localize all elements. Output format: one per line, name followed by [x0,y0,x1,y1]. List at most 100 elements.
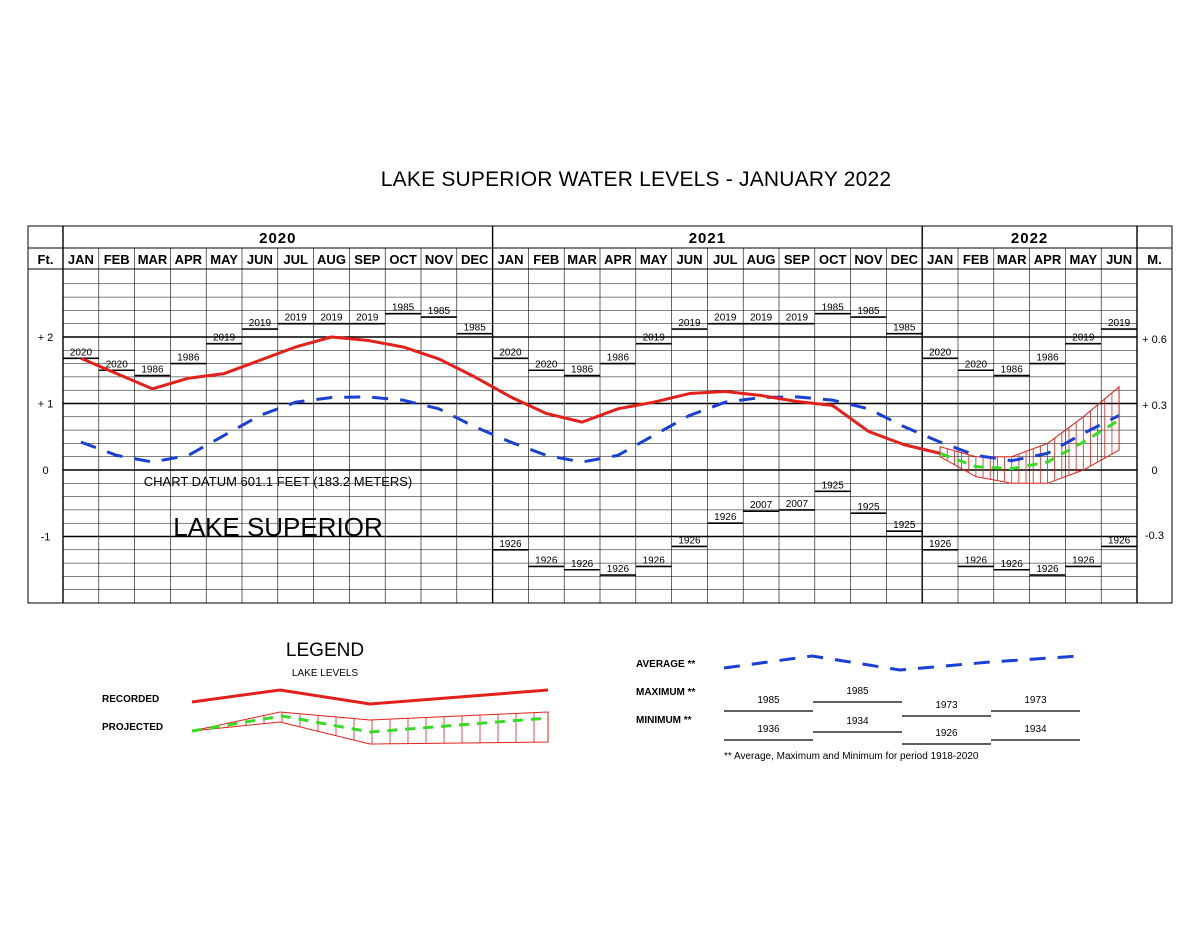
month-header: MAY [1069,252,1097,267]
record-minimum-year-label: 1926 [643,555,666,566]
record-minimum-year-label: 1926 [607,564,630,575]
year-header: 2021 [689,230,726,247]
month-header: JUN [676,252,702,267]
year-header: 2020 [259,230,296,247]
month-header: AUG [747,252,776,267]
record-maximum-year-label: 2019 [786,313,809,324]
legend-recorded-label: RECORDED [102,694,159,705]
record-maximum-year-label: 1986 [571,365,594,376]
series-average-line [80,395,1120,464]
record-maximum-year-label: 1985 [893,323,916,334]
month-header: OCT [819,252,847,267]
record-maximum-year-label: 2020 [70,347,93,358]
chart-annotations: CHART DATUM 601.1 FEET (183.2 METERS) LA… [144,474,413,542]
right-unit-label: M. [1147,252,1161,267]
legend-average-line [723,654,1081,672]
left-axis-tick: + 1 [38,399,54,411]
month-header: MAR [138,252,168,267]
year-header: 2022 [1011,230,1048,247]
legend-maximum-label: MAXIMUM ** [636,687,696,698]
month-header: JAN [68,252,94,267]
month-header: JUN [247,252,273,267]
legend-minimum-year: 1934 [1024,724,1047,735]
record-minimum-year-label: 1925 [822,480,845,491]
legend-maximum-year: 1985 [757,695,780,706]
right-axis-tick: + 0.6 [1142,334,1167,346]
legend-minimum-year: 1936 [757,724,780,735]
record-minimum-year-label: 1926 [1072,555,1095,566]
month-header: JUL [713,252,738,267]
month-header: JAN [497,252,523,267]
record-maximum-year-label: 2019 [1072,333,1095,344]
legend-recorded-line [191,688,549,706]
record-maximum-year-label: 1985 [857,306,880,317]
series-projected-line [939,418,1120,471]
legend-footnote: ** Average, Maximum and Minimum for peri… [724,751,979,762]
month-header: FEB [963,252,989,267]
month-header: OCT [389,252,417,267]
record-maximum-year-label: 2019 [285,313,308,324]
month-header: SEP [354,252,380,267]
month-header: SEP [784,252,810,267]
record-maximum-year-label: 1985 [822,303,845,314]
record-minimum-year-label: 1926 [499,539,522,550]
record-minimum-year-label: 1925 [893,520,916,531]
record-maximum-year-label: 2019 [643,333,666,344]
record-maximum-year-label: 2019 [249,318,272,329]
record-maximum-year-label: 2019 [714,313,737,324]
record-maximum-year-label: 1986 [1001,365,1024,376]
record-maximum-year-label: 2019 [750,313,773,324]
record-maximum-year-label: 2019 [678,318,701,329]
lake-name-label: LAKE SUPERIOR [173,512,383,542]
legend-projected-line [191,714,549,734]
month-header: FEB [104,252,130,267]
record-maximum-year-label: 2020 [499,347,522,358]
record-minimum-year-label: 2007 [750,500,773,511]
legend-projected-label: PROJECTED [102,722,163,733]
left-unit-label: Ft. [38,252,54,267]
month-header: JUN [1106,252,1132,267]
record-maximum-year-label: 1986 [177,353,200,364]
month-header: APR [1034,252,1062,267]
month-header: NOV [425,252,454,267]
record-minimum-year-label: 1926 [535,555,558,566]
chart-datum-label: CHART DATUM 601.1 FEET (183.2 METERS) [144,474,413,489]
month-header: AUG [317,252,346,267]
projection-band [939,385,1120,484]
record-maximum-year-label: 1986 [1036,353,1059,364]
record-extremes: 2020 2020 1986 1986 2019 2019 2019 2019 2019 1985… [63,303,1137,576]
record-maximum-year-label: 2020 [929,347,952,358]
record-minimum-year-label: 1925 [857,502,880,513]
left-axis-tick: -1 [41,532,51,544]
legend-minimum-year: 1934 [846,716,869,727]
legend-extremes-table: 1985 1936 1985 1934 1973 1926 1973 1934 [724,686,1080,745]
record-minimum-year-label: 1926 [678,535,701,546]
legend: LEGEND LAKE LEVELS RECORDED PROJECTED AV… [102,640,1081,762]
month-header: FEB [533,252,559,267]
series-recorded-line [80,335,941,455]
legend-maximum-year: 1973 [935,700,958,711]
legend-average-label: AVERAGE ** [636,659,695,670]
record-maximum-year-label: 2020 [106,359,129,370]
legend-title: LEGEND [286,640,364,661]
month-header: MAR [567,252,597,267]
record-minimum-year-label: 1926 [1001,559,1024,570]
record-maximum-year-label: 2019 [356,313,379,324]
record-maximum-year-label: 1986 [141,365,164,376]
record-minimum-year-label: 2007 [786,499,809,510]
legend-subtitle: LAKE LEVELS [292,668,358,679]
right-axis-tick: -0.3 [1145,530,1164,542]
month-header: NOV [854,252,883,267]
record-minimum-year-label: 1926 [929,539,952,550]
chart-title: LAKE SUPERIOR WATER LEVELS - JANUARY 202… [380,168,892,191]
month-header: JUL [283,252,308,267]
right-axis-tick: + 0.3 [1142,400,1167,412]
chart-header: 2020 2021 2022 JAN FEB MAR APR MAY JUN JUL AUG SEP O… [38,230,1167,544]
legend-maximum-year: 1985 [846,686,869,697]
month-header: APR [604,252,632,267]
right-axis-tick: 0 [1151,465,1157,477]
record-maximum-year-label: 2020 [965,359,988,370]
record-minimum-year-label: 1926 [1036,564,1059,575]
legend-maximum-year: 1973 [1024,695,1047,706]
